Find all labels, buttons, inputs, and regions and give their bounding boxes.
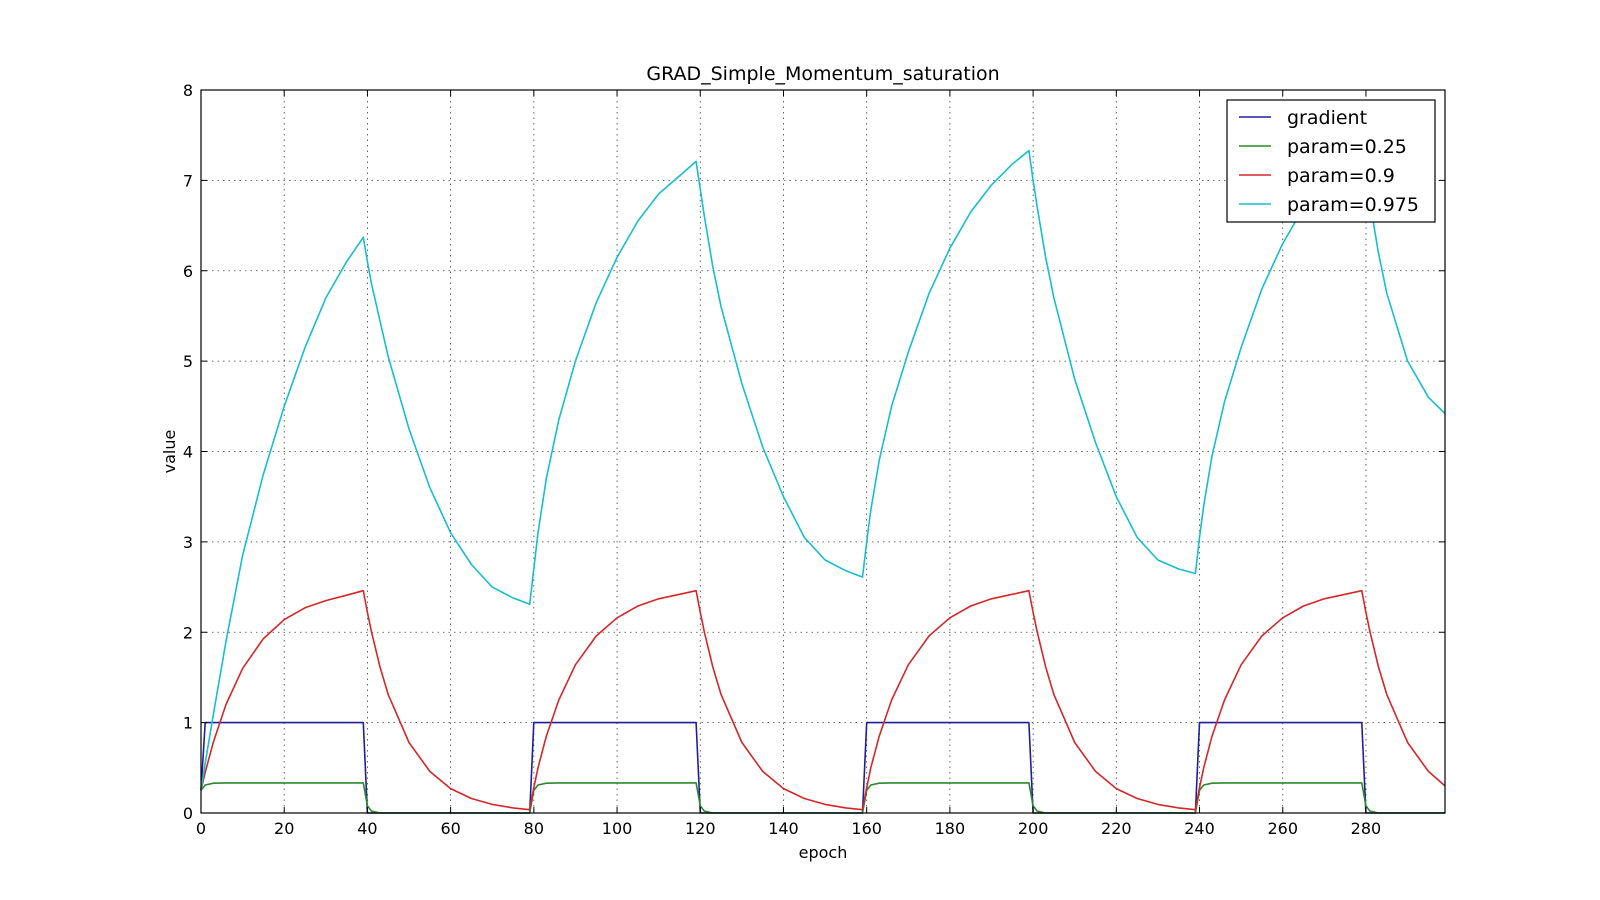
x-tick-label: 260 bbox=[1267, 819, 1298, 838]
x-tick-label: 80 bbox=[524, 819, 544, 838]
legend-label: param=0.25 bbox=[1287, 136, 1407, 158]
x-tick-label: 40 bbox=[357, 819, 377, 838]
x-tick-label: 220 bbox=[1101, 819, 1132, 838]
y-tick-label: 6 bbox=[183, 262, 193, 281]
x-axis-title: epoch bbox=[799, 843, 848, 862]
x-tick-label: 140 bbox=[768, 819, 799, 838]
legend-label: param=0.9 bbox=[1287, 165, 1395, 187]
x-tick-label: 60 bbox=[440, 819, 460, 838]
x-tick-label: 20 bbox=[274, 819, 294, 838]
y-tick-label: 0 bbox=[183, 804, 193, 823]
series-line-param-0-9 bbox=[200, 589, 1446, 811]
y-tick-label: 2 bbox=[183, 623, 193, 642]
y-tick-label: 4 bbox=[183, 443, 193, 462]
y-tick-label: 7 bbox=[183, 171, 193, 190]
x-tick-label: 100 bbox=[602, 819, 633, 838]
x-tick-label: 120 bbox=[685, 819, 716, 838]
x-tick-label: 160 bbox=[851, 819, 882, 838]
legend: gradient param=0.25 param=0.9 param=0.975 bbox=[1226, 99, 1436, 223]
chart-title: GRAD_Simple_Momentum_saturation bbox=[646, 63, 999, 85]
x-tick-label: 180 bbox=[935, 819, 966, 838]
y-axis-title: value bbox=[160, 430, 179, 474]
x-tick-label: 0 bbox=[196, 819, 206, 838]
x-tick-label: 200 bbox=[1018, 819, 1049, 838]
y-tick-label: 5 bbox=[183, 352, 193, 371]
legend-box bbox=[1226, 99, 1436, 223]
grid-layer bbox=[201, 90, 1445, 813]
x-tick-label: 280 bbox=[1351, 819, 1382, 838]
tick-layer: 0 20 40 60 80 100 120 140 160 180 200 220 240 260 280 0… bbox=[183, 81, 1445, 838]
y-tick-label: 8 bbox=[183, 81, 193, 100]
x-tick-label: 240 bbox=[1184, 819, 1215, 838]
legend-label: gradient bbox=[1287, 107, 1367, 129]
y-tick-label: 3 bbox=[183, 533, 193, 552]
legend-label: param=0.975 bbox=[1287, 194, 1419, 216]
y-tick-label: 1 bbox=[183, 714, 193, 733]
series-line-param-0-975 bbox=[200, 149, 1446, 791]
